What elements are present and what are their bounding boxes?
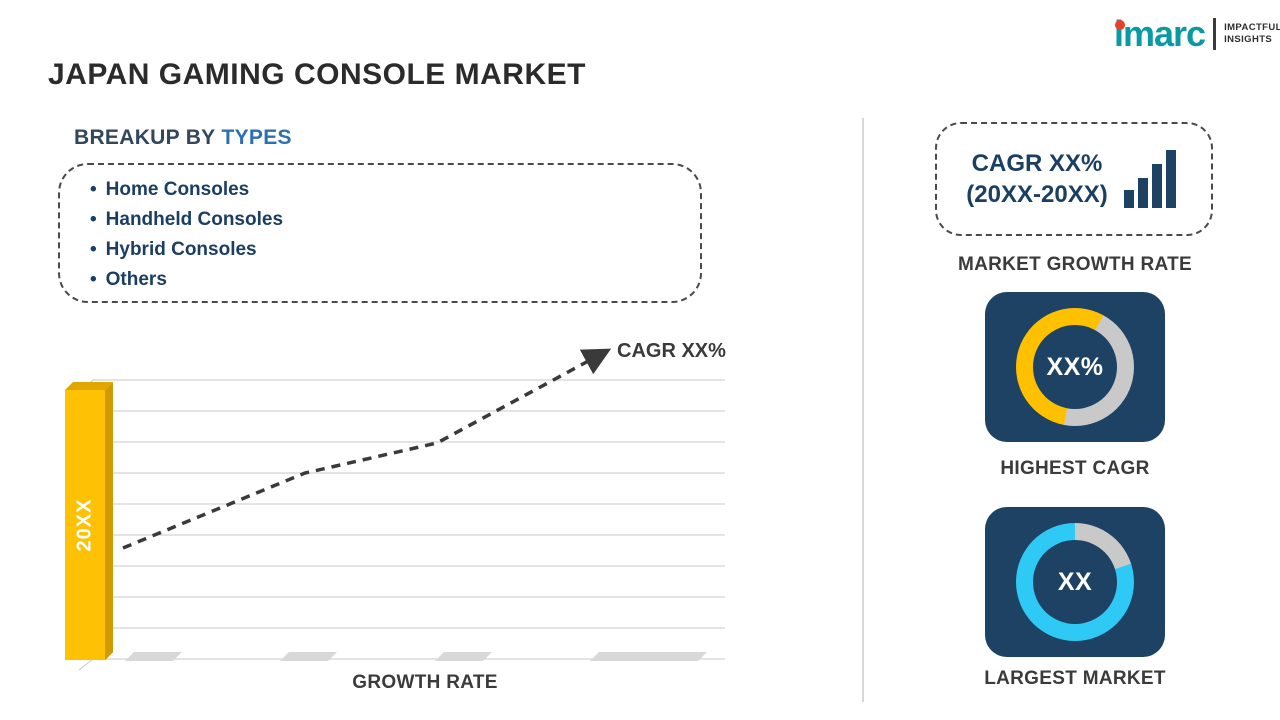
bar-shadow (280, 652, 337, 661)
list-item: • Handheld Consoles (90, 205, 700, 235)
bar-shadow (435, 652, 492, 661)
chart-gridlines (78, 379, 725, 670)
growth-bars-icon (1123, 150, 1176, 208)
breakup-heading: BREAKUP BY TYPES (74, 126, 292, 150)
breakup-types-list: • Home Consoles • Handheld Consoles • Hybri… (60, 165, 700, 295)
highest-cagr-card: XX% (985, 292, 1165, 442)
logo-tagline: IMPACTFUL INSIGHTS (1224, 22, 1280, 46)
bullet-icon: • (90, 209, 97, 230)
growth-card-text: CAGR XX% (20XX-20XX) (966, 148, 1107, 210)
list-item-label: Home Consoles (105, 179, 250, 200)
highest-cagr-value: XX% (1033, 325, 1117, 409)
logo-tagline-line1: IMPACTFUL (1224, 22, 1280, 34)
bullet-icon: • (90, 179, 97, 200)
market-growth-rate-caption: MARKET GROWTH RATE (957, 254, 1193, 275)
list-item-label: Hybrid Consoles (105, 239, 257, 260)
chart-bar: 20XX (65, 390, 105, 660)
bullet-icon: • (90, 239, 97, 260)
list-item-label: Handheld Consoles (105, 209, 284, 230)
breakup-heading-prefix: BREAKUP BY (74, 126, 216, 149)
trend-arrow (122, 348, 612, 550)
largest-market-donut-icon: XX (1016, 523, 1134, 641)
logo-tagline-line2: INSIGHTS (1224, 34, 1273, 45)
list-item: • Hybrid Consoles (90, 235, 700, 265)
logo-separator (1213, 18, 1217, 50)
imarc-logo-red-dot-icon (1115, 20, 1125, 30)
cagr-annotation: CAGR XX% (617, 340, 726, 362)
x-axis-label: GROWTH RATE (352, 672, 498, 693)
largest-market-caption: LARGEST MARKET (984, 668, 1166, 689)
bar-year-label: 20XX (73, 498, 96, 552)
bar-shadow (590, 652, 707, 661)
vertical-divider (862, 118, 864, 702)
list-item-label: Others (105, 269, 167, 290)
imarc-logo-wordmark: imarc (1114, 13, 1206, 54)
highest-cagr-donut-icon: XX% (1016, 308, 1134, 426)
growth-card-line1: CAGR XX% (971, 149, 1103, 177)
breakup-types-box: • Home Consoles • Handheld Consoles • Hybri… (58, 163, 702, 303)
growth-card-line2: (20XX-20XX) (966, 181, 1108, 208)
breakup-heading-highlight: TYPES (221, 126, 292, 149)
page-title: JAPAN GAMING CONSOLE MARKET (48, 58, 586, 91)
imarc-logo-text: imarc (1114, 13, 1206, 54)
bar-shadow (125, 652, 182, 661)
bullet-icon: • (90, 269, 97, 290)
market-growth-rate-card: CAGR XX% (20XX-20XX) (935, 122, 1213, 236)
list-item: • Others (90, 265, 700, 295)
list-item: • Home Consoles (90, 175, 700, 205)
imarc-logo: imarc IMPACTFUL INSIGHTS (1114, 16, 1280, 52)
largest-market-value: XX (1033, 540, 1117, 624)
highest-cagr-caption: HIGHEST CAGR (1000, 458, 1150, 479)
growth-rate-bar-chart: 20XX 20XX CAGR XX% GROWTH RATE (65, 330, 740, 693)
largest-market-card: XX (985, 507, 1165, 657)
